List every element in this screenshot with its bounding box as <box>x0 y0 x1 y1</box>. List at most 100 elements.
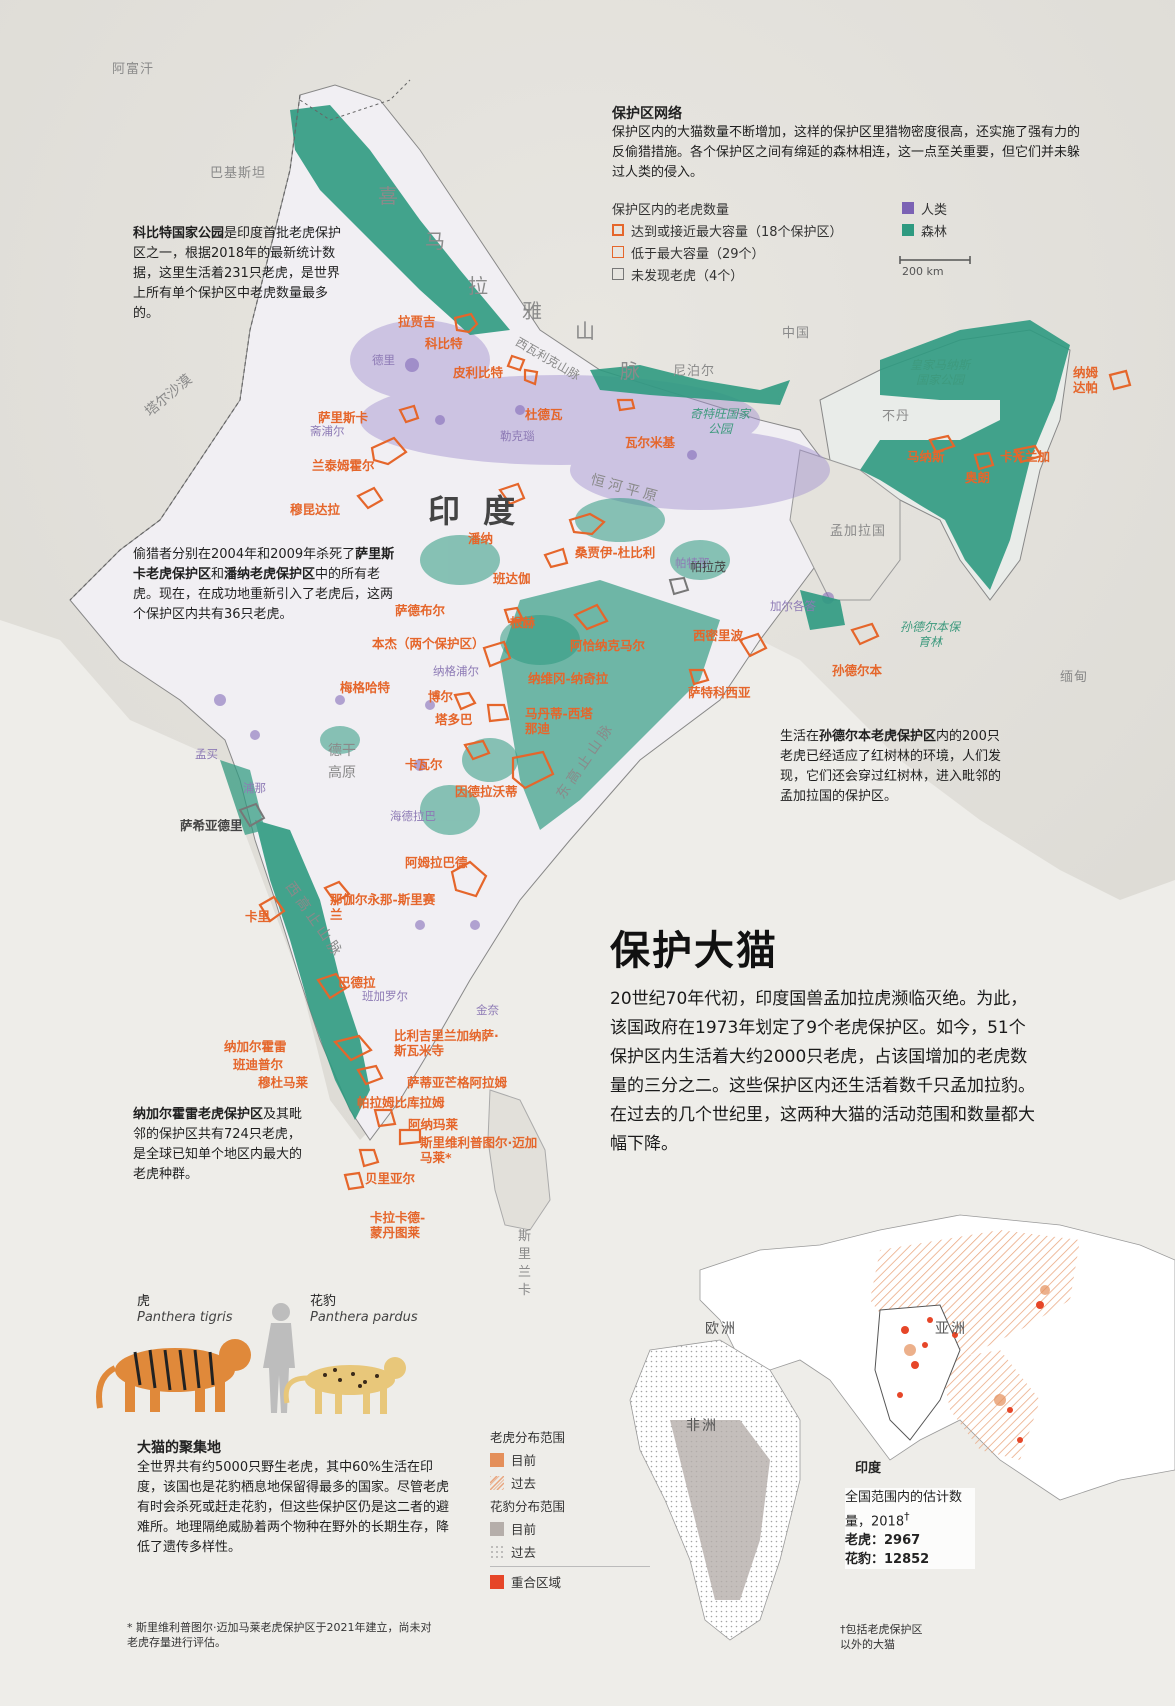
reserve-indravati: 因德拉沃蒂 <box>455 784 518 799</box>
india-label: 印 度 <box>428 492 522 530</box>
himalaya-char-5: 山 <box>575 319 595 343</box>
reserve-bhadra: 巴德拉 <box>338 975 376 990</box>
inset-estimate: 全国范围内的估计数量，2018† 老虎：2967 花豹：12852 <box>845 1488 975 1570</box>
inset-europe: 欧洲 <box>705 1321 737 1337</box>
reserve-melghat: 梅格哈特 <box>340 680 391 695</box>
reserve-parambikulam: 帕拉姆比库拉姆 <box>357 1095 445 1110</box>
reserve-kalakad: 卡拉卡德-蒙丹图莱 <box>370 1210 426 1240</box>
city-patna: 帕特那 <box>675 556 710 570</box>
reserve-nawegaon: 纳维冈-纳奇拉 <box>528 671 609 686</box>
reserve-srivilliputhur: 斯里维利普图尔·迈加马莱* <box>420 1135 538 1165</box>
city-lucknow: 勒克瑙 <box>500 429 535 443</box>
city-nagpur: 纳格浦尔 <box>433 664 479 678</box>
reserve-kanha: 根赫 <box>510 615 536 630</box>
sri-lanka <box>487 1089 551 1231</box>
legend-title: 保护区内的老虎数量 <box>612 202 730 218</box>
overlap-legend: 重合区域 <box>490 1570 650 1593</box>
city-jaipur: 斋浦尔 <box>310 424 345 438</box>
footnote-left: * 斯里维利普图尔·迈加马莱老虎保护区于2021年建立，尚未对老虎存量进行评估。 <box>127 1621 432 1649</box>
city-kolkata: 加尔各答 <box>770 599 816 613</box>
reserve-sanjay-dubri: 桑贾伊-杜比利 <box>575 545 656 560</box>
main-title: 保护大猫 <box>610 928 778 974</box>
himalaya-char-3: 拉 <box>468 274 488 298</box>
reserve-namdapha: 纳姆达帕 <box>1073 365 1099 395</box>
city-pune: 浦那 <box>243 781 266 795</box>
himalaya-char-1: 喜 <box>378 184 398 208</box>
reserve-bandipur: 班迪普尔 <box>233 1057 284 1072</box>
reserve-palamau: 帕拉茂 <box>690 560 727 574</box>
reserve-kaziranga: 卡齐兰加 <box>1000 449 1051 464</box>
tiger-range-title: 老虎分布范围 <box>490 1430 566 1445</box>
corbett-note: 科比特国家公园是印度首批老虎保护区之一，根据2018年的最新统计数据，这里生活着… <box>133 226 342 321</box>
reserve-pench: 本杰（两个保护区） <box>372 636 485 651</box>
reserve-satpura: 萨德布尔 <box>395 603 446 618</box>
reserve-similipal: 西密里波 <box>693 628 744 643</box>
human-silhouette-icon <box>263 1303 295 1413</box>
leopard-range-title: 花豹分布范围 <box>490 1499 566 1514</box>
reserve-corbett: 科比特 <box>425 336 463 351</box>
reserve-achanakmar: 阿恰纳克马尔 <box>570 638 646 653</box>
reserve-sariska: 萨里斯卡 <box>318 410 369 425</box>
city-chennai: 金奈 <box>476 1003 499 1017</box>
tiger-past: 过去 <box>490 1471 650 1494</box>
reserve-nagarjunasagar: 那伽尔永那-斯里赛兰 <box>330 892 436 922</box>
royal-manas-label: 皇家马纳斯国家公园 <box>910 358 971 387</box>
reserve-sahyadri: 萨希亚德里 <box>180 818 243 833</box>
country-nepal: 尼泊尔 <box>673 364 716 379</box>
country-myanmar: 缅甸 <box>1060 670 1089 685</box>
sundarban-note: 生活在孙德尔本老虎保护区内的200只老虎已经适应了红树林的环境，人们发现，它们还… <box>780 729 1002 804</box>
chitwan-label: 奇特旺国家公园 <box>690 407 751 436</box>
leopard-cn: 花豹 <box>310 1294 337 1309</box>
country-bangladesh: 孟加拉国 <box>830 524 887 539</box>
footnote-right: †包括老虎保护区以外的大猫 <box>840 1623 923 1651</box>
scale-label: 200 km <box>902 265 944 278</box>
bangladesh <box>789 449 901 601</box>
reserve-dudhwa: 杜德瓦 <box>525 407 563 422</box>
reserve-kawal: 卡瓦尔 <box>405 757 443 772</box>
cats-title: 大猫的聚集地 <box>137 1440 221 1456</box>
inset-africa: 非洲 <box>686 1418 718 1434</box>
network-title: 保护区网络 <box>612 106 682 122</box>
leopard-past: 过去 <box>490 1540 650 1563</box>
reserve-tadoba: 塔多巴 <box>435 712 473 727</box>
leopard-icon <box>283 1357 406 1414</box>
network-body: 保护区内的大猫数量不断增加，这样的保护区里猎物密度很高，还实施了强有力的反偷猎措… <box>612 125 1081 180</box>
poaching-note: 偷猎者分别在2004年和2009年杀死了萨里斯卡老虎保护区和潘纳老虎保护区中的所… <box>133 547 395 622</box>
tiger-current: 目前 <box>490 1448 650 1471</box>
reserve-bor: 博尔 <box>428 689 454 704</box>
reserve-amrabad: 阿姆拉巴德 <box>405 855 468 870</box>
country-sri-lanka: 斯里兰卡 <box>518 1229 533 1298</box>
city-delhi: 德里 <box>372 353 395 367</box>
reserve-mudumalai: 穆杜马莱 <box>258 1075 309 1090</box>
country-pakistan: 巴基斯坦 <box>210 166 267 181</box>
city-bengaluru: 班加罗尔 <box>362 989 408 1003</box>
reserve-orang: 奥朗 <box>965 470 991 485</box>
reserve-manas: 马纳斯 <box>907 449 945 464</box>
reserve-rajaji: 拉贾吉 <box>398 314 436 329</box>
reserve-satkosia: 萨特科西亚 <box>688 685 751 700</box>
himalaya-char-2: 马 <box>425 229 445 253</box>
legend-human: 人类 <box>902 197 947 219</box>
himalaya-char-4: 雅 <box>522 299 542 323</box>
range-legend: 老虎分布范围 目前 过去 花豹分布范围 目前 过去 重合区域 <box>490 1425 650 1593</box>
cats-illustration <box>96 1303 406 1414</box>
legend-forest: 森林 <box>902 219 947 241</box>
legend-full: 达到或接近最大容量（18个保护区） <box>612 219 892 241</box>
reserve-panna: 潘纳 <box>468 531 494 546</box>
leopard-current: 目前 <box>490 1517 650 1540</box>
city-hyderabad: 海德拉巴 <box>390 809 436 823</box>
reserve-nagarhole: 纳加尔霍雷 <box>224 1039 287 1054</box>
reserve-periyar: 贝里亚尔 <box>365 1171 416 1186</box>
nagarhole-note: 纳加尔霍雷老虎保护区及其毗邻的保护区共有724只老虎，是全球已知单个地区内最大的… <box>133 1107 303 1182</box>
city-mumbai: 孟买 <box>195 747 218 761</box>
reserve-anamalai: 阿纳玛莱 <box>408 1117 459 1132</box>
tiger-latin: Panthera tigris <box>137 1310 233 1325</box>
reserve-bandhavgarh: 班达伽 <box>493 571 531 586</box>
country-bhutan: 不丹 <box>882 409 911 424</box>
reserve-pilibhit: 皮利比特 <box>453 365 504 380</box>
himalaya-char-6: 脉 <box>620 359 640 383</box>
inset-world-map <box>629 1214 1175 1641</box>
reserve-sundarban: 孙德尔本 <box>832 663 883 678</box>
reserve-udanti-sitanadi: 马丹蒂-西塔那迪 <box>525 706 593 736</box>
